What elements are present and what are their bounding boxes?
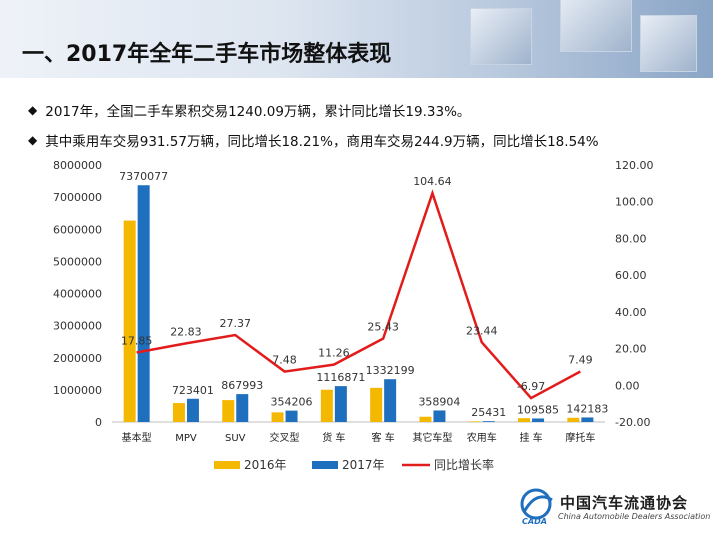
bar-2016 bbox=[271, 412, 284, 422]
bullet-text: 2017年，全国二手车累积交易1240.09万辆，累计同比增长19.33%。 bbox=[45, 104, 471, 120]
y-left-tick-label: 0 bbox=[95, 416, 102, 429]
growth-label: 17.85 bbox=[121, 335, 153, 348]
bullet-list: ◆ 2017年，全国二手车累积交易1240.09万辆，累计同比增长19.33%。… bbox=[28, 95, 599, 155]
growth-label: 27.37 bbox=[220, 317, 252, 330]
x-tick-label: 农用车 bbox=[467, 431, 497, 444]
slide-header: 一、2017年全年二手车市场整体表现 bbox=[0, 0, 713, 78]
growth-label: 7.48 bbox=[272, 354, 297, 367]
growth-label: 11.26 bbox=[318, 347, 350, 360]
bar-2016 bbox=[123, 220, 136, 422]
x-tick-label: 客 车 bbox=[372, 431, 395, 444]
bullet-text: 其中乘用车交易931.57万辆，同比增长18.21%，商用车交易244.9万辆，… bbox=[45, 134, 599, 150]
decor-cube bbox=[560, 0, 632, 52]
y-left-tick-label: 7000000 bbox=[53, 191, 102, 204]
diamond-icon: ◆ bbox=[28, 103, 38, 117]
x-tick-label: SUV bbox=[225, 433, 246, 444]
bar-2017 bbox=[482, 421, 495, 422]
bar-2016 bbox=[468, 421, 481, 422]
bar-2017-label: 1116871 bbox=[316, 371, 365, 384]
bullet-item: ◆ 2017年，全国二手车累积交易1240.09万辆，累计同比增长19.33%。 bbox=[28, 95, 599, 125]
y-left-tick-label: 3000000 bbox=[53, 320, 102, 333]
bar-2017-label: 354206 bbox=[271, 396, 313, 409]
bar-2016 bbox=[567, 417, 580, 422]
y-right-tick-label: 80.00 bbox=[615, 232, 647, 245]
bar-2017 bbox=[186, 398, 199, 422]
logo-name-cn: 中国汽车流通协会 bbox=[560, 494, 689, 512]
bar-2017-label: 142183 bbox=[566, 402, 608, 415]
bullet-item: ◆ 其中乘用车交易931.57万辆，同比增长18.21%，商用车交易244.9万… bbox=[28, 125, 599, 155]
y-left-tick-label: 1000000 bbox=[53, 384, 102, 397]
bar-2017 bbox=[334, 386, 347, 422]
cada-emblem-icon: CADA bbox=[520, 488, 553, 526]
bar-2017-label: 25431 bbox=[471, 406, 506, 419]
x-tick-label: 货 车 bbox=[322, 431, 345, 444]
svg-text:CADA: CADA bbox=[522, 517, 547, 526]
legend-swatch-2016 bbox=[214, 461, 240, 469]
bar-2017-label: 109585 bbox=[517, 403, 559, 416]
growth-label: 7.49 bbox=[568, 354, 593, 367]
x-tick-label: 交叉型 bbox=[270, 431, 300, 444]
bar-2016 bbox=[518, 418, 531, 422]
y-right-tick-label: 100.00 bbox=[615, 196, 654, 209]
y-left-tick-label: 2000000 bbox=[53, 352, 102, 365]
y-right-tick-label: 40.00 bbox=[615, 306, 647, 319]
bar-2017 bbox=[137, 185, 150, 422]
x-tick-label: 其它车型 bbox=[412, 431, 452, 444]
diamond-icon: ◆ bbox=[28, 133, 38, 147]
decor-cube bbox=[640, 15, 697, 72]
bar-2017-label: 723401 bbox=[172, 384, 214, 397]
growth-label: -6.97 bbox=[517, 380, 545, 393]
x-tick-label: MPV bbox=[175, 433, 197, 444]
bar-2016 bbox=[370, 387, 383, 422]
bar-2016 bbox=[320, 389, 333, 422]
y-right-tick-label: 120.00 bbox=[615, 159, 654, 172]
growth-label: 22.83 bbox=[170, 325, 202, 338]
y-right-tick-label: 0.00 bbox=[615, 379, 640, 392]
bar-2017 bbox=[581, 417, 594, 422]
bar-2017 bbox=[532, 418, 545, 422]
y-left-tick-label: 6000000 bbox=[53, 223, 102, 236]
bar-2017-label: 867993 bbox=[221, 379, 263, 392]
bar-2016 bbox=[419, 416, 432, 422]
x-tick-label: 挂 车 bbox=[519, 431, 542, 444]
bar-2017-label: 7370077 bbox=[119, 170, 168, 183]
x-tick-label: 基本型 bbox=[122, 431, 152, 444]
bar-2017 bbox=[285, 410, 298, 422]
growth-label: 25.43 bbox=[367, 321, 399, 334]
page-title: 一、2017年全年二手车市场整体表现 bbox=[22, 42, 392, 67]
bar-2017 bbox=[384, 379, 397, 422]
y-left-tick-label: 8000000 bbox=[53, 159, 102, 172]
bar-2017-label: 358904 bbox=[418, 395, 460, 408]
bar-2016 bbox=[172, 403, 185, 422]
bar-2017 bbox=[236, 394, 249, 422]
bar-2017-label: 1332199 bbox=[366, 364, 415, 377]
growth-label: 104.64 bbox=[413, 175, 452, 188]
bar-2017 bbox=[433, 410, 446, 422]
legend-swatch-2017 bbox=[312, 461, 338, 469]
logo-name-en: China Automobile Dealers Association bbox=[558, 512, 711, 521]
y-right-tick-label: -20.00 bbox=[615, 416, 650, 429]
legend-label-2016: 2016年 bbox=[244, 458, 287, 472]
legend-label-2017: 2017年 bbox=[342, 458, 385, 472]
y-left-tick-label: 5000000 bbox=[53, 255, 102, 268]
bar-2016 bbox=[222, 400, 235, 422]
decor-cube bbox=[470, 8, 532, 65]
x-tick-label: 摩托车 bbox=[565, 431, 595, 444]
cada-logo: CADA 中国汽车流通协会 China Automobile Dealers A… bbox=[518, 484, 711, 530]
growth-label: 23.44 bbox=[466, 324, 498, 337]
y-right-tick-label: 60.00 bbox=[615, 269, 647, 282]
legend-label-growth: 同比增长率 bbox=[434, 457, 494, 472]
y-right-tick-label: 20.00 bbox=[615, 343, 647, 356]
growth-line bbox=[136, 189, 581, 400]
y-left-tick-label: 4000000 bbox=[53, 288, 102, 301]
